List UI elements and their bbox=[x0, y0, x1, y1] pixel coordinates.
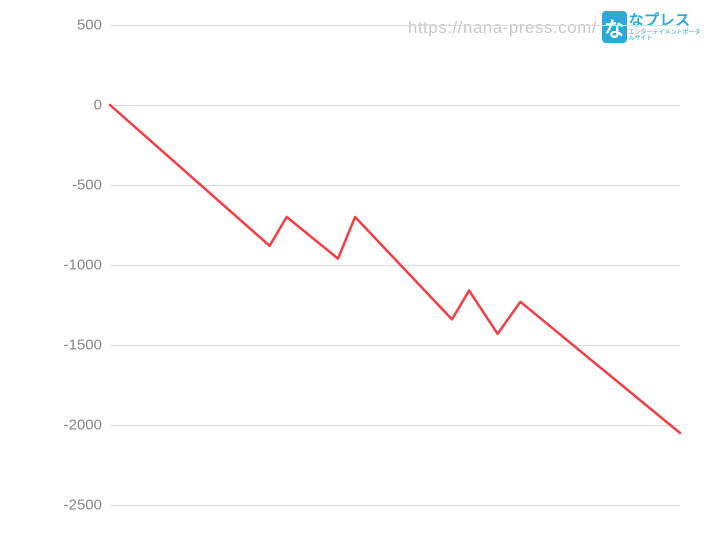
plot-area bbox=[110, 25, 680, 505]
ytick-label: 500 bbox=[22, 17, 102, 34]
chart-container: https://nana-press.com/ な なプレス エンターテイメント… bbox=[0, 0, 712, 534]
ytick-label: -1500 bbox=[22, 337, 102, 354]
data-line bbox=[110, 105, 680, 433]
ytick-label: 0 bbox=[22, 97, 102, 114]
ytick-label: -2500 bbox=[22, 497, 102, 514]
gridline bbox=[110, 505, 680, 506]
ytick-label: -2000 bbox=[22, 417, 102, 434]
line-series bbox=[110, 25, 680, 505]
ytick-label: -500 bbox=[22, 177, 102, 194]
ytick-label: -1000 bbox=[22, 257, 102, 274]
